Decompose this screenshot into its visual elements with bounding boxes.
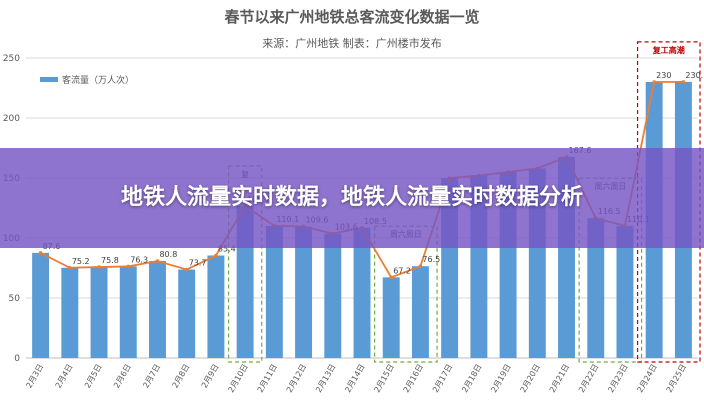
data-label: 80.8 [159, 250, 177, 259]
bar [587, 218, 605, 358]
trend-point [652, 80, 656, 84]
bar [178, 269, 196, 358]
data-label: 85.4 [218, 245, 236, 254]
bar [382, 277, 400, 358]
bar [32, 252, 50, 358]
trend-point [214, 253, 218, 258]
x-tick-label: 2月17日 [431, 363, 454, 395]
x-tick-label: 2月20日 [519, 363, 542, 395]
chart-subtitle: 来源：广州地铁 制表：广州楼市发布 [262, 36, 442, 50]
trend-point [97, 265, 101, 269]
bar [90, 267, 108, 358]
legend-swatch [40, 77, 58, 82]
title-banner: 地铁人流量实时数据，地铁人流量实时数据分析 [0, 148, 704, 248]
bar [119, 266, 137, 358]
legend: 客流量（万人次） [40, 74, 134, 86]
x-tick-label: 2月25日 [665, 363, 688, 395]
trend-point [418, 264, 423, 269]
bar [207, 255, 225, 358]
bar [353, 227, 371, 358]
bar [295, 226, 313, 358]
trend-point [155, 259, 160, 263]
data-label: 76.3 [130, 255, 148, 264]
bar [61, 267, 79, 358]
bar [616, 225, 634, 358]
bar [265, 225, 283, 358]
trend-point [184, 267, 189, 272]
x-tick-label: 2月16日 [402, 363, 425, 395]
trend-point [38, 251, 43, 255]
bar [149, 261, 166, 358]
x-tick-label: 2月24日 [635, 363, 658, 395]
data-label: 75.2 [72, 257, 90, 266]
data-label: 73.7 [189, 259, 207, 268]
x-tick-label: 2月8日 [171, 363, 192, 390]
x-tick-label: 2月15日 [373, 363, 396, 395]
y-tick-label: 50 [9, 294, 21, 304]
banner-text: 地铁人流量实时数据，地铁人流量实时数据分析 [120, 185, 583, 210]
trend-point [68, 265, 72, 270]
data-label: 230 [656, 71, 671, 80]
legend-label: 客流量（万人次） [62, 74, 134, 86]
x-tick-label: 2月22日 [577, 363, 600, 395]
data-label: 230.1 [685, 71, 704, 80]
trend-point [126, 264, 131, 269]
x-tick-label: 2月6日 [112, 363, 133, 390]
y-tick-label: 250 [3, 54, 20, 64]
chart-title: 春节以来广州地铁总客流变化数据一览 [224, 8, 479, 26]
x-tick-label: 2月13日 [314, 363, 337, 395]
x-tick-label: 2月9日 [200, 363, 221, 390]
data-label: 76.5 [422, 255, 440, 264]
trend-point [389, 275, 394, 280]
x-tick-label: 2月3日 [24, 363, 45, 390]
trend-point [681, 80, 686, 84]
x-tick-label: 2月14日 [343, 363, 366, 395]
x-tick-label: 2月21日 [548, 363, 571, 395]
bar [324, 233, 342, 358]
annotation-label: 复工高潮 [652, 45, 685, 55]
x-tick-label: 2月23日 [606, 363, 629, 395]
bar [411, 266, 429, 358]
x-tick-label: 2月5日 [83, 363, 104, 390]
x-tick-label: 2月11日 [256, 363, 279, 395]
x-tick-label: 2月12日 [285, 363, 308, 395]
data-label: 75.8 [101, 256, 119, 265]
x-tick-label: 2月10日 [226, 363, 249, 395]
x-tick-label: 2月4日 [54, 363, 75, 390]
x-tick-label: 2月19日 [489, 362, 512, 394]
y-tick-label: 0 [14, 354, 20, 364]
x-tick-label: 2月7日 [141, 363, 162, 390]
x-tick-label: 2月18日 [460, 363, 483, 395]
data-label: 67.2 [393, 266, 411, 275]
y-tick-label: 200 [3, 114, 20, 124]
